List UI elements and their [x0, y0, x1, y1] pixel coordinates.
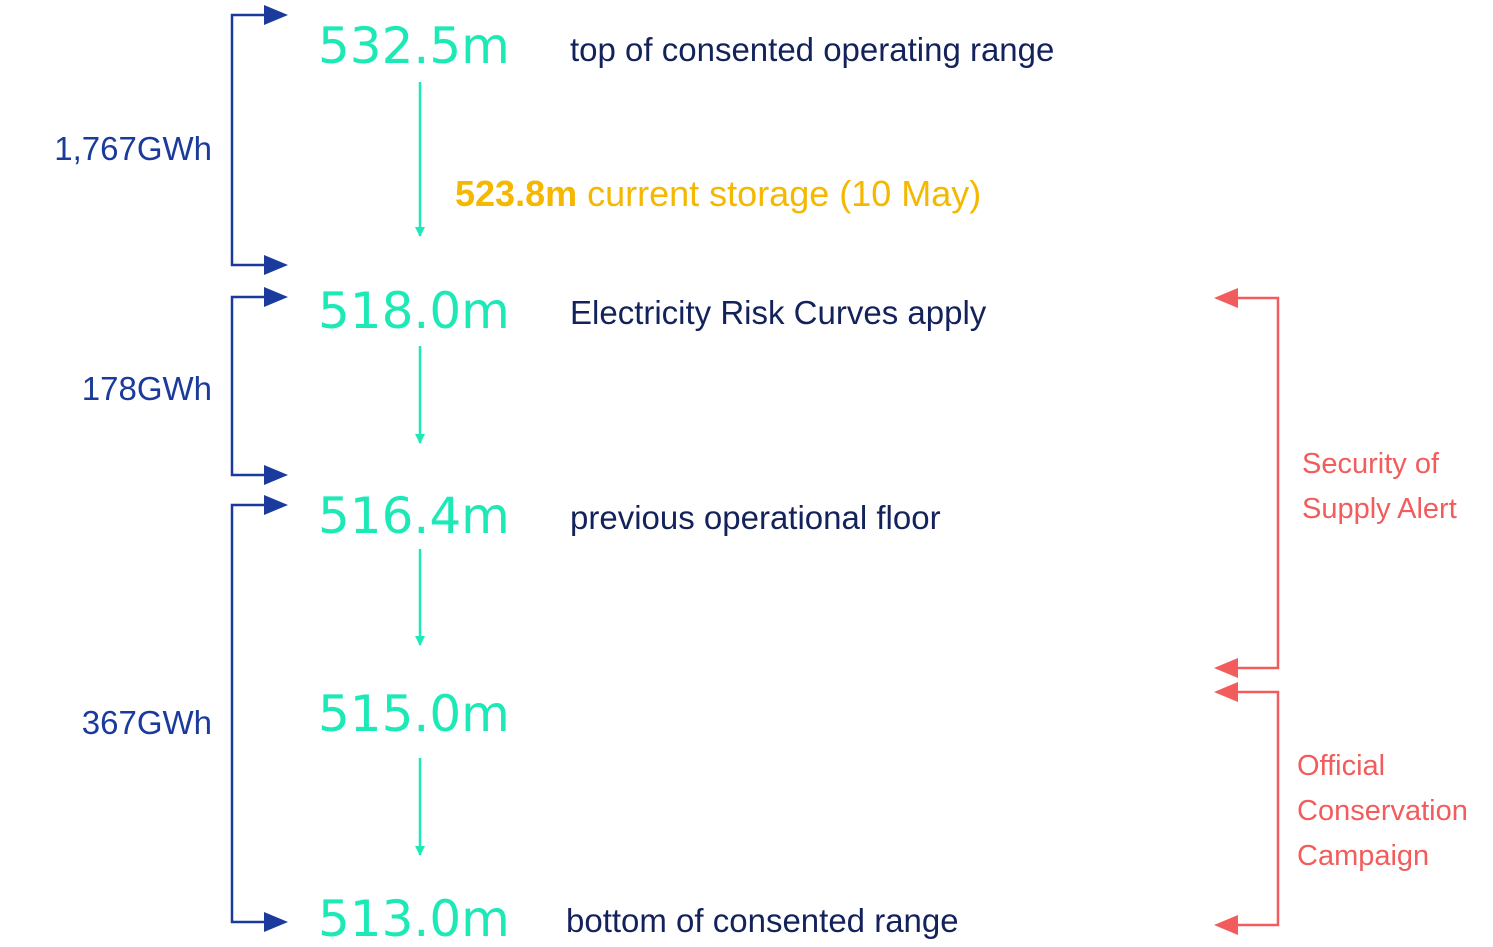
- level-value: 515.0m: [318, 685, 510, 743]
- level-label: top of consented operating range: [570, 31, 1054, 68]
- alert-line: Official: [1297, 750, 1385, 782]
- level-label: previous operational floor: [570, 499, 941, 536]
- arrowhead: [1214, 682, 1238, 702]
- arrowhead: [1214, 658, 1238, 678]
- energy-label: 178GWh: [82, 370, 212, 407]
- alert-line: Campaign: [1297, 840, 1429, 872]
- arrowhead: [264, 255, 288, 275]
- alert-brackets: [1236, 296, 1280, 927]
- energy-arrowheads: [264, 5, 288, 932]
- arrowhead: [264, 465, 288, 485]
- alert-labels: Security of Supply Alert Official Conser…: [1297, 448, 1468, 872]
- level-value: 513.0m: [318, 890, 510, 947]
- arrowhead: [1214, 288, 1238, 308]
- alert-line: Security of: [1302, 448, 1440, 480]
- arrowhead: [264, 495, 288, 515]
- energy-brackets: [230, 13, 265, 924]
- alert-arrowheads: [1214, 288, 1238, 935]
- alert-line: Conservation: [1297, 795, 1468, 827]
- bracket: [1236, 690, 1280, 927]
- arrowhead: [264, 287, 288, 307]
- level-label: bottom of consented range: [566, 902, 959, 939]
- arrowhead: [264, 5, 288, 25]
- level-value: 516.4m: [318, 487, 510, 545]
- bracket: [230, 295, 265, 477]
- level-value: 532.5m: [318, 17, 510, 75]
- current-value: 523.8m: [455, 173, 577, 214]
- bracket: [230, 503, 265, 924]
- current-storage: 523.8m current storage (10 May): [455, 173, 981, 214]
- energy-labels: 1,767GWh 178GWh 367GWh: [54, 130, 212, 741]
- current-label: current storage (10 May): [587, 173, 981, 214]
- energy-label: 1,767GWh: [54, 130, 212, 167]
- arrowhead: [264, 912, 288, 932]
- energy-label: 367GWh: [82, 704, 212, 741]
- bracket: [1236, 296, 1280, 670]
- bracket: [230, 13, 265, 267]
- level-label: Electricity Risk Curves apply: [570, 294, 987, 331]
- level-value: 518.0m: [318, 282, 510, 340]
- arrowhead: [1214, 915, 1238, 935]
- level-texts: 532.5m top of consented operating range …: [318, 17, 1054, 947]
- alert-line: Supply Alert: [1302, 493, 1457, 525]
